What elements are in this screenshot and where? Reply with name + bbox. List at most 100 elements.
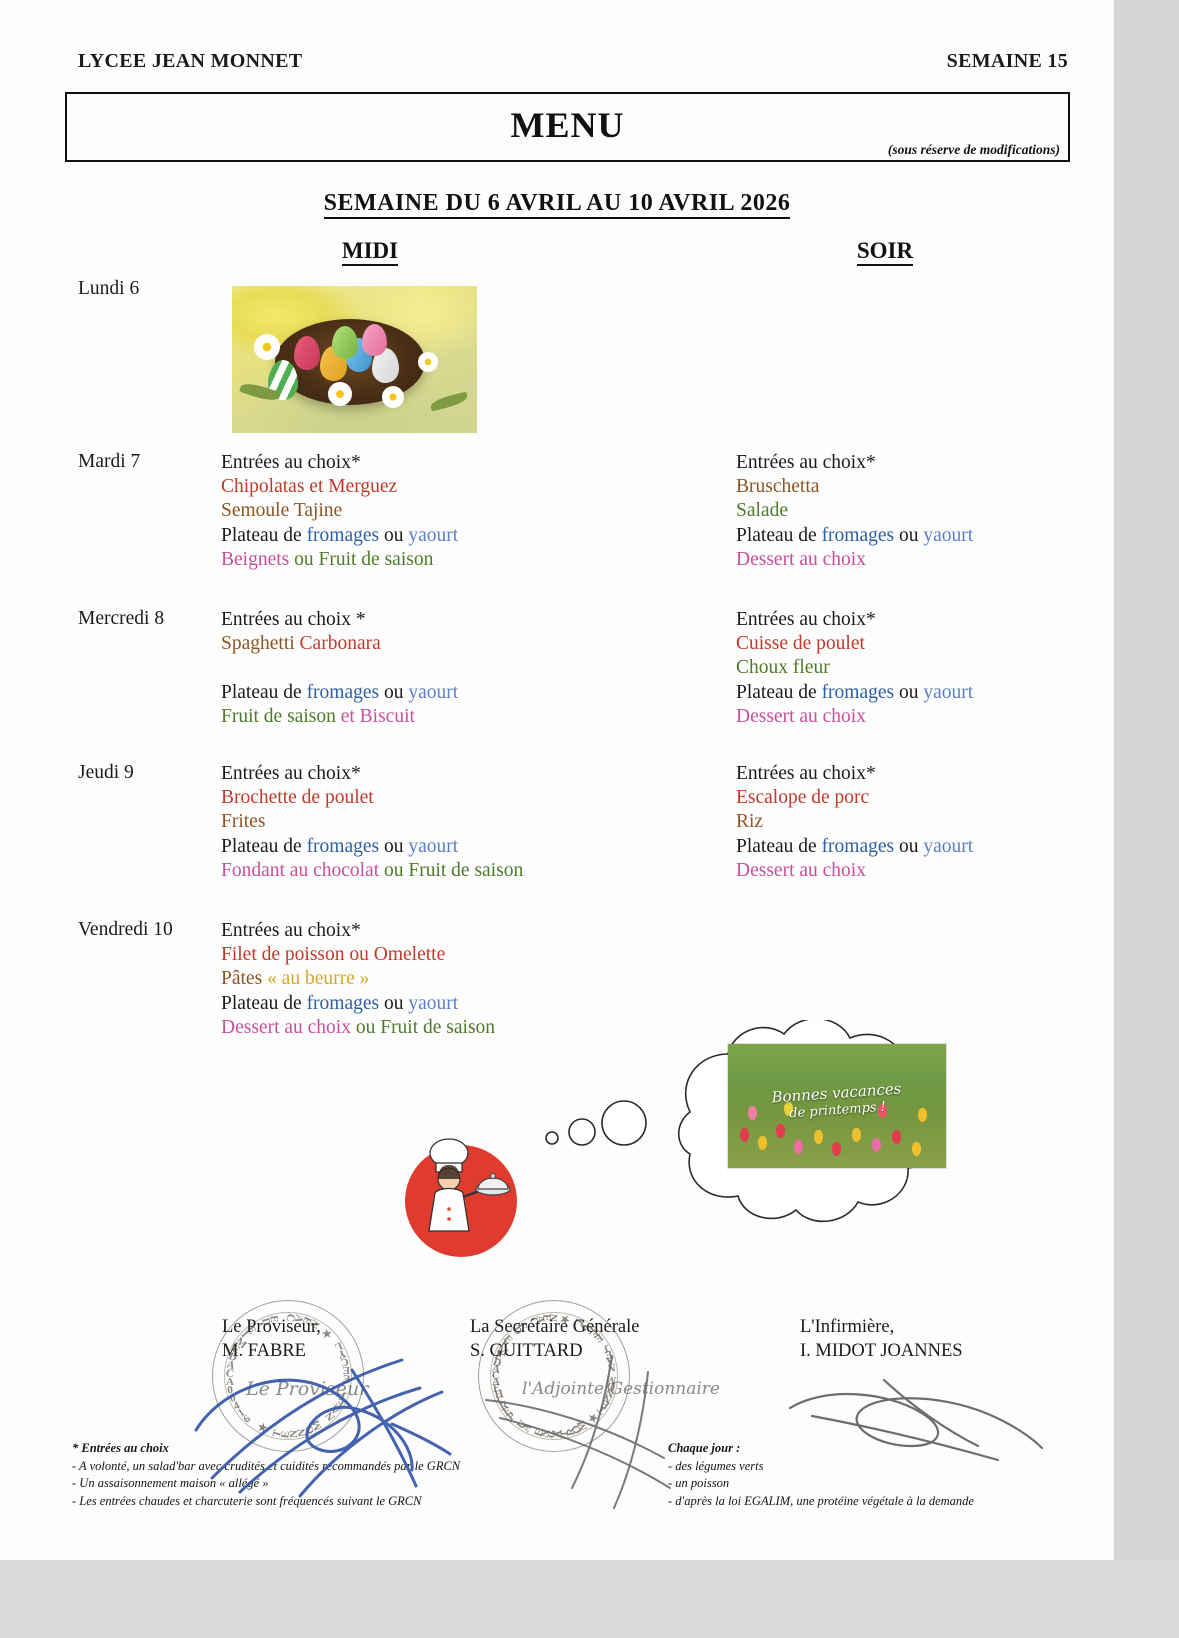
- footnote-line: * Entrées au choix: [72, 1441, 169, 1455]
- day-midi-column: Entrées au choix* Filet de poisson ou Ome…: [221, 919, 701, 1040]
- menu-item-line: Beignets ou Fruit de saison: [221, 548, 701, 572]
- day-label: Jeudi 9: [78, 762, 134, 783]
- menu-item-line: Plateau de fromages ou yaourt: [221, 992, 701, 1016]
- menu-item-text: Entrées au choix*: [221, 763, 361, 784]
- menu-item-line: [221, 656, 701, 680]
- menu-item-text: yaourt: [408, 681, 459, 703]
- menu-item-text: Dessert au choix: [736, 705, 866, 727]
- menu-item-text: Dessert au choix: [221, 1016, 351, 1038]
- menu-item-line: Choux fleur: [736, 656, 1136, 680]
- menu-item-text: Dessert au choix: [736, 859, 866, 881]
- day-midi-column: Entrées au choix * Spaghetti Carbonara Pl…: [221, 608, 701, 729]
- school-name: LYCEE JEAN MONNET: [78, 50, 303, 72]
- menu-item-text: Fruit de saison: [221, 705, 336, 727]
- menu-item-text: Plateau de: [736, 681, 822, 703]
- column-header-midi-label: MIDI: [341, 238, 399, 266]
- signature-block: L'Infirmière, I. MIDOT JOANNES: [800, 1315, 963, 1363]
- menu-item-text: fromages: [306, 835, 380, 857]
- menu-item-text: Cuisse de poulet: [736, 633, 865, 655]
- menu-item-line: Frites: [221, 810, 701, 834]
- menu-item-text: fromages: [821, 524, 895, 546]
- menu-item-text: Entrées au choix*: [736, 452, 876, 473]
- week-number: SEMAINE 15: [946, 50, 1068, 72]
- menu-item-text: fromages: [821, 835, 895, 857]
- menu-item-line: Chipolatas et Merguez: [221, 475, 701, 499]
- menu-item-text: yaourt: [923, 835, 974, 857]
- menu-item-line: Entrées au choix*: [736, 608, 1136, 632]
- menu-item-line: Entrées au choix*: [736, 451, 1136, 475]
- menu-item-text: Plateau de: [736, 835, 822, 857]
- menu-item-text: Plateau de: [221, 681, 307, 703]
- menu-item-text: Dessert au choix: [736, 548, 866, 570]
- menu-item-line: Brochette de poulet: [221, 786, 701, 810]
- signature-name: I. MIDOT JOANNES: [800, 1341, 963, 1361]
- menu-item-text: yaourt: [408, 992, 459, 1014]
- menu-item-text: ou: [894, 681, 924, 703]
- day-midi-column: Entrées au choix* Chipolatas et Merguez Se…: [221, 451, 701, 572]
- menu-item-text: Beignets: [221, 548, 290, 570]
- menu-item-line: Dessert au choix: [736, 705, 1136, 729]
- menu-item-text: Pâtes: [221, 968, 268, 990]
- menu-item-line: Plateau de fromages ou yaourt: [736, 524, 1136, 548]
- menu-item-text: Choux fleur: [736, 657, 830, 679]
- menu-item-line: Entrées au choix*: [736, 762, 1136, 786]
- chef-with-cloche-illustration: [405, 1138, 525, 1265]
- menu-item-text: fromages: [306, 992, 380, 1014]
- page-right-margin: [1114, 0, 1179, 1638]
- menu-item-text: yaourt: [923, 524, 974, 546]
- menu-item-line: Plateau de fromages ou yaourt: [736, 681, 1136, 705]
- menu-item-text: Plateau de: [736, 524, 822, 546]
- menu-item-text: Entrées au choix*: [736, 763, 876, 784]
- menu-item-line: Plateau de fromages ou yaourt: [221, 524, 701, 548]
- footnote-line: Chaque jour :: [668, 1441, 741, 1455]
- menu-item-line: Escalope de porc: [736, 786, 1136, 810]
- menu-item-text: Entrées au choix *: [221, 609, 366, 630]
- menu-item-text: fromages: [306, 681, 380, 703]
- menu-item-text: ou: [379, 681, 409, 703]
- day-soir-column: Entrées au choix* Bruschetta Salade Plateau…: [736, 451, 1136, 572]
- menu-item-line: Spaghetti Carbonara: [221, 632, 701, 656]
- day-label: Lundi 6: [78, 278, 140, 299]
- menu-item-text: fromages: [306, 524, 380, 546]
- menu-item-line: Salade: [736, 499, 1136, 523]
- easter-eggs-nest-photo: [232, 286, 477, 433]
- page-bottom-margin: [0, 1560, 1179, 1638]
- menu-item-line: Dessert au choix: [736, 859, 1136, 883]
- menu-item-text: Semoule Tajine: [221, 500, 343, 522]
- menu-item-text: Riz: [736, 811, 764, 833]
- menu-item-line: Plateau de fromages ou yaourt: [221, 835, 701, 859]
- menu-item-line: Dessert au choix: [736, 548, 1136, 572]
- day-label: Vendredi 10: [78, 919, 173, 940]
- menu-item-text: ou Fruit de saison: [350, 1016, 496, 1038]
- menu-item-text: yaourt: [923, 681, 974, 703]
- menu-item-text: Frites: [221, 811, 266, 833]
- menu-item-text: ou: [894, 524, 924, 546]
- day-soir-column: Entrées au choix* Escalope de porc Riz Plat…: [736, 762, 1136, 883]
- chef-icon: [428, 1138, 511, 1232]
- document-header: LYCEE JEAN MONNET SEMAINE 15: [78, 50, 1068, 73]
- menu-item-line: Plateau de fromages ou yaourt: [736, 835, 1136, 859]
- menu-item-text: Plateau de: [221, 835, 307, 857]
- menu-item-line: Cuisse de poulet: [736, 632, 1136, 656]
- menu-item-line: Entrées au choix*: [221, 762, 701, 786]
- spring-holiday-postcard: Bonnes vacances de printemps !: [728, 1044, 946, 1168]
- footnote-line: - des légumes verts: [668, 1458, 764, 1473]
- menu-item-text: Bruschetta: [736, 476, 820, 498]
- week-range-line: SEMAINE DU 6 AVRIL AU 10 AVRIL 2026: [0, 190, 1114, 219]
- menu-item-text: Plateau de: [221, 992, 307, 1014]
- menu-item-text: Entrées au choix*: [736, 609, 876, 630]
- menu-item-text: yaourt: [408, 524, 459, 546]
- menu-item-line: Pâtes « au beurre »: [221, 967, 701, 991]
- menu-item-line: Dessert au choix ou Fruit de saison: [221, 1016, 701, 1040]
- day-soir-column: Entrées au choix* Cuisse de poulet Choux f…: [736, 608, 1136, 729]
- menu-item-line: Fondant au chocolat ou Fruit de saison: [221, 859, 701, 883]
- thought-bubble: Bonnes vacances de printemps !: [530, 1017, 1070, 1270]
- menu-item-text: Entrées au choix*: [221, 920, 361, 941]
- menu-item-line: Fruit de saison et Biscuit: [221, 705, 701, 729]
- menu-item-line: Entrées au choix *: [221, 608, 701, 632]
- menu-item-text: Escalope de porc: [736, 787, 870, 809]
- menu-item-text: Carbonara: [299, 633, 381, 655]
- menu-title-box: MENU (sous réserve de modifications): [65, 92, 1070, 162]
